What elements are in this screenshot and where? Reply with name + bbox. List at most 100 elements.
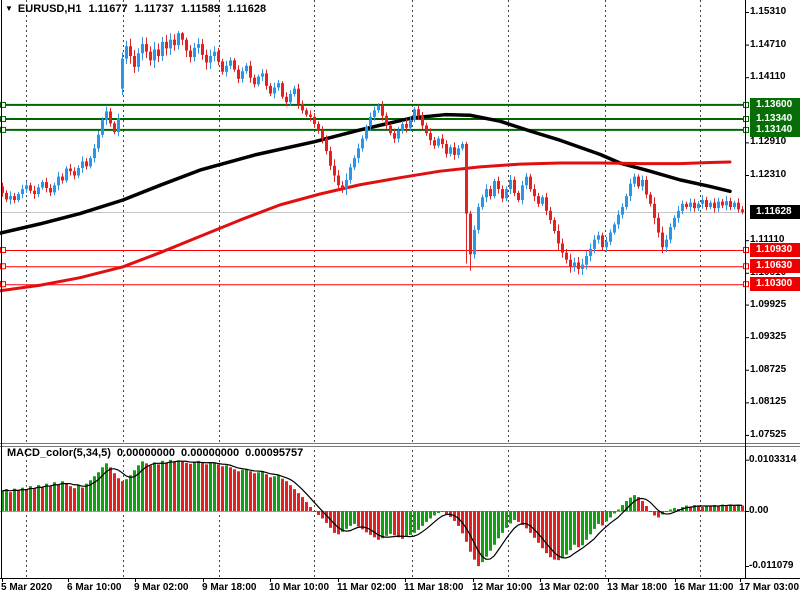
macd-histogram-bar — [325, 511, 328, 523]
macd-histogram-bar — [93, 476, 96, 511]
line-handle[interactable] — [0, 263, 6, 270]
macd-histogram-bar — [477, 511, 480, 567]
candle-body — [641, 179, 644, 187]
macd-histogram-bar — [433, 511, 436, 516]
line-handle[interactable] — [0, 126, 6, 133]
macd-histogram-bar — [61, 481, 64, 511]
macd-histogram-bar — [73, 488, 76, 511]
macd-histogram-bar — [549, 511, 552, 558]
macd-histogram-bar — [165, 462, 168, 511]
candle-body — [513, 179, 516, 193]
macd-histogram-bar — [5, 489, 8, 511]
candle-body — [113, 123, 116, 133]
macd-histogram-bar — [241, 469, 244, 511]
macd-histogram-bar — [21, 487, 24, 511]
macd-histogram-bar — [177, 460, 180, 511]
line-handle[interactable] — [0, 116, 6, 123]
macd-histogram-bar — [645, 506, 648, 511]
candle-body — [637, 176, 640, 187]
macd-histogram-bar — [17, 490, 20, 511]
candle-body — [549, 210, 552, 221]
candle-body — [57, 176, 60, 186]
candle-body — [537, 196, 540, 204]
candle-body — [89, 158, 92, 167]
macd-histogram-bar — [221, 466, 224, 511]
green-level-price-tag: 1.13140 — [750, 122, 800, 137]
candle-body — [709, 202, 712, 208]
line-handle[interactable] — [0, 101, 6, 108]
macd-histogram-bar — [721, 504, 724, 511]
macd-histogram-bar — [649, 511, 652, 512]
candle-body — [381, 105, 384, 116]
candle-body — [317, 123, 320, 131]
green-level-price-tag: 1.13600 — [750, 97, 800, 112]
candle-body — [197, 44, 200, 48]
candle-body — [413, 109, 416, 121]
macd-histogram-bar — [485, 511, 488, 557]
candle-body — [73, 171, 76, 176]
macd-tick-label: 0.0103314 — [749, 453, 797, 465]
line-handle[interactable] — [0, 246, 6, 253]
candle-body — [17, 194, 20, 200]
candle-body — [669, 227, 672, 240]
candle-body — [701, 199, 704, 204]
candle-body — [429, 133, 432, 141]
macd-histogram-bar — [209, 463, 212, 511]
macd-histogram-bar — [593, 511, 596, 529]
macd-histogram-bar — [149, 465, 152, 511]
candle-body — [645, 179, 648, 195]
candle-body — [145, 44, 148, 52]
macd-histogram-bar — [689, 506, 692, 511]
candle-body — [121, 58, 124, 89]
macd-value-2: 0.00000000 — [181, 447, 240, 459]
candle-body — [273, 87, 276, 94]
candle-body — [737, 202, 740, 210]
price-tick-label: 1.09925 — [750, 298, 787, 310]
candle-body — [561, 243, 564, 253]
price-tick-label: 1.14710 — [750, 38, 787, 50]
macd-histogram-bar — [97, 472, 100, 511]
macd-histogram-bar — [85, 483, 88, 511]
quote-high: 1.11737 — [134, 3, 174, 15]
macd-histogram-bar — [541, 511, 544, 549]
candle-body — [213, 51, 216, 57]
time-axis-label: 12 Mar 10:00 — [472, 582, 533, 593]
time-axis-label: 6 Mar 10:00 — [67, 582, 122, 593]
macd-histogram-bar — [25, 489, 28, 511]
candle-body — [341, 185, 344, 189]
candle-body — [101, 120, 104, 135]
candle-body — [333, 165, 336, 176]
candle-body — [525, 176, 528, 186]
pane-splitter[interactable] — [0, 443, 800, 446]
macd-histogram-bar — [389, 511, 392, 534]
candle-body — [157, 49, 160, 57]
time-axis-label: 5 Mar 2020 — [1, 582, 53, 593]
candle-body — [293, 88, 296, 95]
candle-body — [585, 255, 588, 265]
candle-body — [349, 167, 352, 180]
candle-body — [129, 46, 132, 57]
macd-histogram-bar — [33, 488, 36, 511]
candle-body — [465, 144, 468, 214]
macd-histogram-bar — [517, 511, 520, 522]
candle-body — [501, 189, 504, 199]
candle-body — [49, 188, 52, 193]
candle-body — [313, 116, 316, 124]
macd-histogram-bar — [397, 511, 400, 538]
candle-body — [601, 235, 604, 248]
candle-body — [345, 179, 348, 189]
candle-body — [733, 202, 736, 208]
candle-body — [261, 73, 264, 77]
macd-histogram-bar — [45, 483, 48, 511]
time-axis-label: 11 Mar 18:00 — [404, 582, 464, 593]
candle-body — [505, 189, 508, 199]
macd-histogram-bar — [669, 509, 672, 511]
candle-body — [577, 262, 580, 269]
macd-histogram-bar — [569, 511, 572, 551]
candle-body — [521, 185, 524, 200]
price-tick-label: 1.08725 — [750, 363, 787, 375]
macd-histogram-bar — [573, 511, 576, 545]
line-handle[interactable] — [0, 281, 6, 288]
macd-histogram-bar — [269, 477, 272, 511]
